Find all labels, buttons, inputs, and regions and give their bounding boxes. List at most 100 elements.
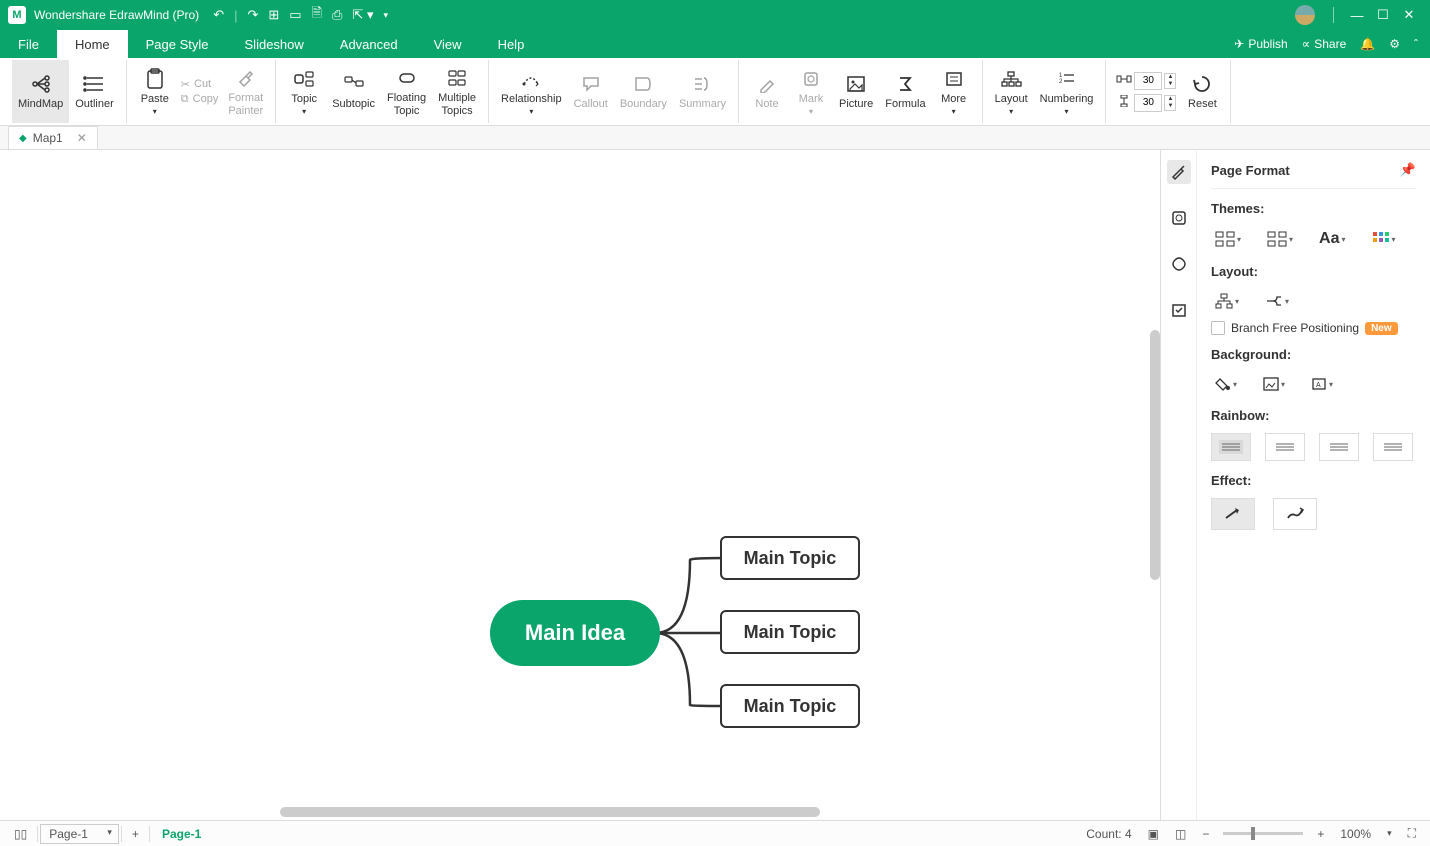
paste-button[interactable]: Paste ▾ (133, 60, 177, 123)
main-topic-1[interactable]: Main Topic (720, 536, 860, 580)
theme-preset-2[interactable]: ▾ (1263, 227, 1297, 251)
note-button[interactable]: Note (745, 60, 789, 123)
panel-tab-theme[interactable] (1167, 206, 1191, 230)
format-painter-button[interactable]: Format Painter (222, 60, 269, 123)
hspacing-down[interactable]: ▼ (1165, 81, 1175, 88)
canvas[interactable]: Main Idea Main Topic Main Topic Main Top… (0, 150, 1160, 820)
mindmap-button[interactable]: MindMap (12, 60, 69, 123)
rainbow-3[interactable] (1319, 433, 1359, 461)
add-page-button[interactable]: + (124, 827, 147, 841)
maximize-button[interactable]: ☐ (1370, 7, 1396, 23)
hspacing-input[interactable] (1134, 72, 1162, 90)
panel-tab-task[interactable] (1167, 298, 1191, 322)
zoom-level[interactable]: 100% (1332, 827, 1379, 841)
effect-sketch[interactable] (1273, 498, 1317, 530)
zoom-in-button[interactable]: + (1309, 827, 1332, 841)
vspacing-down[interactable]: ▼ (1165, 103, 1175, 110)
zoom-slider[interactable] (1223, 832, 1303, 835)
user-avatar[interactable] (1295, 5, 1315, 25)
fit-page-icon[interactable]: ▣ (1140, 827, 1167, 841)
themes-label: Themes: (1211, 201, 1416, 216)
vspacing-up[interactable]: ▲ (1165, 96, 1175, 103)
collapse-ribbon-icon[interactable]: ˆ (1414, 37, 1418, 51)
print-icon[interactable]: ⎙ (332, 7, 342, 23)
outline-view-icon[interactable]: ▯▯ (6, 827, 35, 841)
close-button[interactable]: ✕ (1396, 7, 1422, 23)
outliner-button[interactable]: Outliner (69, 60, 120, 123)
callout-button[interactable]: Callout (568, 60, 614, 123)
subtopic-button[interactable]: Subtopic (326, 60, 381, 123)
publish-button[interactable]: ✈Publish (1234, 37, 1287, 51)
pin-icon[interactable]: 📌 (1400, 162, 1416, 178)
theme-color[interactable]: ▾ (1368, 227, 1400, 251)
tab-file[interactable]: File (0, 30, 57, 58)
theme-font[interactable]: Aa▾ (1315, 226, 1349, 252)
rainbow-1[interactable] (1211, 433, 1251, 461)
layout-branch[interactable]: ▾ (1261, 290, 1293, 312)
vspacing-input[interactable] (1134, 94, 1162, 112)
tab-advanced[interactable]: Advanced (322, 30, 416, 58)
fullscreen-icon[interactable]: ⛶ (1400, 826, 1424, 841)
cut-button[interactable]: ✂Cut (181, 78, 219, 91)
horizontal-scrollbar[interactable] (280, 807, 820, 817)
branch-free-checkbox[interactable] (1211, 321, 1225, 335)
layout-style[interactable]: ▾ (1211, 289, 1243, 313)
copy-button[interactable]: ⧉Copy (181, 93, 219, 106)
redo-icon[interactable]: ↷ (247, 7, 258, 23)
page-selector[interactable]: Page-1 (40, 824, 119, 844)
floating-topic-button[interactable]: Floating Topic (381, 60, 432, 123)
save-icon[interactable]: 🗎 (312, 4, 322, 26)
hspacing-up[interactable]: ▲ (1165, 74, 1175, 81)
formula-button[interactable]: Formula (879, 60, 931, 123)
zoom-dropdown-icon[interactable]: ▾ (1379, 828, 1400, 839)
numbering-button[interactable]: 12 Numbering ▾ (1034, 60, 1100, 123)
fit-width-icon[interactable]: ◫ (1167, 827, 1194, 841)
effect-straight[interactable] (1211, 498, 1255, 530)
bg-image[interactable]: ▾ (1259, 373, 1289, 395)
multiple-topics-button[interactable]: Multiple Topics (432, 60, 482, 123)
picture-button[interactable]: Picture (833, 60, 879, 123)
qat-more-icon[interactable]: ▾ (383, 10, 388, 21)
tab-slideshow[interactable]: Slideshow (227, 30, 322, 58)
file-tab-close[interactable]: ✕ (77, 131, 87, 145)
settings-icon[interactable]: ⚙ (1389, 37, 1400, 51)
relationship-button[interactable]: Relationship ▾ (495, 60, 568, 123)
bg-fill[interactable]: ▾ (1211, 372, 1241, 396)
more-button[interactable]: More ▾ (932, 60, 976, 123)
tab-page-style[interactable]: Page Style (128, 30, 227, 58)
open-icon[interactable]: ▭ (289, 7, 301, 23)
reset-button[interactable]: Reset (1180, 60, 1224, 123)
new-icon[interactable]: ⊞ (268, 7, 279, 23)
layout-button[interactable]: Layout ▾ (989, 60, 1034, 123)
active-page-label[interactable]: Page-1 (152, 827, 211, 841)
summary-button[interactable]: Summary (673, 60, 732, 123)
tab-home[interactable]: Home (57, 30, 128, 58)
bell-icon[interactable]: 🔔 (1360, 37, 1375, 51)
file-tab[interactable]: ◆ Map1 ✕ (8, 126, 98, 149)
outliner-icon (83, 72, 107, 96)
rainbow-2[interactable] (1265, 433, 1305, 461)
undo-icon[interactable]: ↶ (213, 7, 224, 23)
right-panel: Page Format 📌 Themes: ▾ ▾ Aa▾ ▾ Layout: … (1160, 150, 1430, 820)
main-topic-3[interactable]: Main Topic (720, 684, 860, 728)
panel-tab-icon[interactable] (1167, 252, 1191, 276)
theme-preset-1[interactable]: ▾ (1211, 227, 1245, 251)
zoom-out-button[interactable]: − (1194, 827, 1217, 841)
vertical-scrollbar[interactable] (1150, 330, 1160, 580)
tab-view[interactable]: View (416, 30, 480, 58)
bg-watermark[interactable]: A▾ (1307, 373, 1337, 395)
tab-help[interactable]: Help (480, 30, 543, 58)
rainbow-4[interactable] (1373, 433, 1413, 461)
topic-button[interactable]: Topic ▾ (282, 60, 326, 123)
central-topic[interactable]: Main Idea (490, 600, 660, 666)
share-button[interactable]: ∝Share (1302, 37, 1347, 51)
export-icon[interactable]: ⇱ ▾ (352, 7, 373, 23)
svg-text:2: 2 (1059, 79, 1063, 85)
mark-button[interactable]: Mark ▾ (789, 60, 833, 123)
panel-tab-format[interactable] (1167, 160, 1191, 184)
app-title: Wondershare EdrawMind (Pro) (34, 8, 199, 22)
layout-label: Layout: (1211, 264, 1416, 279)
minimize-button[interactable]: — (1344, 8, 1370, 23)
boundary-button[interactable]: Boundary (614, 60, 673, 123)
main-topic-2[interactable]: Main Topic (720, 610, 860, 654)
